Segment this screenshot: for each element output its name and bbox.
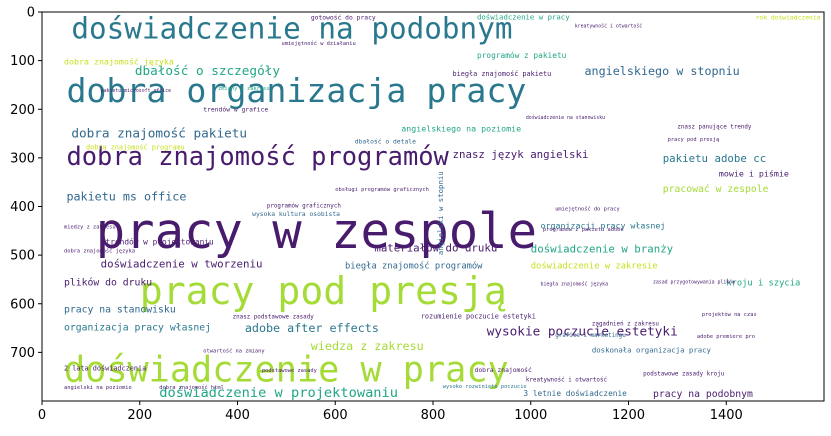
word-46: znasz podstawowe zasady [233, 314, 315, 320]
word-45: programów graficznych [267, 202, 341, 209]
word-11: pakietu adobe cc [663, 152, 767, 165]
word-27: angielskiego na poziomie [401, 124, 521, 134]
word-66: rok doświadczenia [756, 13, 821, 21]
word-48: podstawowe zasady kroju [643, 372, 724, 378]
y-tick-label-7: 700 [10, 346, 35, 361]
word-35: 3 letnie doświadczenie [523, 388, 627, 398]
word-15: doświadczenie w branży [531, 243, 674, 256]
word-40: angielski w stopniu [436, 171, 445, 255]
word-2: dobra znajomość programów [66, 141, 449, 171]
word-32: kroju i szycia [726, 278, 800, 288]
word-17: wysokie poczucie estetyki [487, 323, 678, 338]
y-tick-label-0: 0 [27, 6, 35, 21]
word-41: wysoka kultura osobista [252, 211, 340, 218]
x-tick-label-3: 600 [323, 408, 348, 423]
word-33: mowie i piśmie [719, 168, 789, 178]
word-30: doświadczenie w pracy [477, 12, 570, 21]
x-tick-label-4: 800 [421, 408, 446, 423]
word-13: materiałów do druku [374, 242, 497, 255]
word-23: plików do druku [64, 276, 152, 288]
word-56: angielski na poziomie [64, 385, 132, 391]
word-42: dbałość o detale [355, 137, 416, 145]
word-36: 2 lata doświadczenia [64, 364, 146, 372]
word-layer: doświadczenie na podobnym dobra organizac… [64, 12, 821, 401]
word-31: trendów w projektowaniu [106, 236, 214, 246]
word-47: dobra znajomość [475, 366, 532, 374]
x-tick-label-6: 1200 [612, 408, 645, 423]
word-12: pracować w zespole [663, 183, 769, 195]
word-18: wiedza z zakresu [311, 339, 424, 353]
word-5: doświadczenie w pracy [64, 350, 509, 391]
word-3: pracy w zespole [96, 203, 537, 260]
word-58: miedzy z zakresu [64, 224, 116, 230]
word-7: dobra znajomość pakietu [71, 125, 247, 140]
y-tick-label-2: 200 [10, 103, 35, 118]
y-tick-label-3: 300 [10, 151, 35, 166]
word-19: doświadczenie w projektowaniu [159, 385, 398, 401]
word-69: kreatywność i otwartość [575, 23, 643, 30]
word-67: umiejętność do pracy [555, 205, 620, 212]
plot-area: doświadczenie na podobnym dobra organizac… [41, 11, 825, 402]
word-72: doświadczenie na stanowisku [526, 114, 605, 121]
word-62: umiejętność w działaniu [281, 40, 355, 47]
word-20: pracy na podobnym [653, 389, 753, 400]
word-9: znasz język angielski [453, 148, 589, 161]
word-49: kreatywność i otwartość [526, 377, 608, 384]
word-22: pracy na stanowisku [64, 305, 176, 316]
word-25: doświadczenie w zakresie [531, 261, 658, 272]
plot-background [42, 12, 824, 401]
x-tick-label-2: 400 [225, 408, 250, 423]
word-59: programów z pakietu adobe [543, 226, 624, 233]
word-64: zasad przygotowywania plików [653, 278, 735, 285]
y-tick-label-5: 500 [10, 249, 35, 264]
word-63: dobra znajomość html [159, 384, 224, 391]
word-21: organizacja pracy własnej [64, 322, 211, 333]
x-tick-label-7: 1400 [710, 408, 743, 423]
x-tick-label-0: 0 [38, 408, 46, 423]
word-54: projektów na czas [702, 311, 757, 318]
word-70: obsługi programów graficznych [335, 186, 429, 193]
word-38: dobra znajomość programu [86, 144, 185, 152]
word-39: biegła znajomość pakietu [453, 70, 552, 78]
word-1: dobra organizacja pracy [66, 71, 526, 110]
word-8: angielskiego w stopniu [585, 64, 740, 78]
y-axis: 0 100 200 300 400 500 600 700 [10, 6, 42, 361]
word-16: adobe after effects [245, 321, 379, 335]
word-65: wysoko rozwinięte poczucie [443, 384, 527, 390]
word-60: zmiany z zakresu [218, 86, 270, 92]
word-28: dobra znajomość języka [64, 57, 174, 67]
word-10: pakietu ms office [66, 190, 186, 204]
word-29: programów z pakietu [477, 50, 567, 60]
word-4: pracy pod presją [140, 269, 507, 313]
word-34: doskonała organizacja pracy [592, 345, 712, 354]
word-57: dobra znajomość języka [64, 248, 135, 255]
word-6: dbałość o szczegóły [135, 63, 280, 78]
word-24: biegła znajomość programów [345, 261, 483, 272]
word-43: trendów w grafice [203, 106, 268, 114]
y-tick-label-6: 600 [10, 297, 35, 312]
word-68: pracy pod presją [668, 137, 720, 143]
word-50: grafice i marketingu [555, 333, 626, 339]
word-0: doświadczenie na podobnym [71, 12, 512, 46]
word-44: gotowość do pracy [311, 13, 376, 21]
word-53: adobe premiere pro [697, 334, 755, 340]
word-55: otwartość na zmiany [203, 347, 265, 354]
word-73: biegła znajomość języka [541, 280, 609, 287]
word-52: znasz panujące trendy [677, 125, 752, 131]
word-14: doświadczenie w tworzeniu [101, 257, 263, 270]
word-51: zagadnień z zakresu [592, 321, 659, 328]
x-axis: 0 200 400 600 800 1000 1200 1400 [38, 401, 743, 423]
x-tick-label-5: 1000 [514, 408, 547, 423]
x-tick-label-1: 200 [127, 408, 152, 423]
word-26: organizacji pracy własnej [541, 220, 666, 230]
word-37: rozumienie poczucie estetyki [421, 312, 536, 320]
y-tick-label-4: 400 [10, 200, 35, 215]
word-61: podstawowe zasady [262, 368, 318, 374]
word-71: pakietu microsoft office [101, 88, 172, 94]
y-tick-label-1: 100 [10, 54, 35, 69]
